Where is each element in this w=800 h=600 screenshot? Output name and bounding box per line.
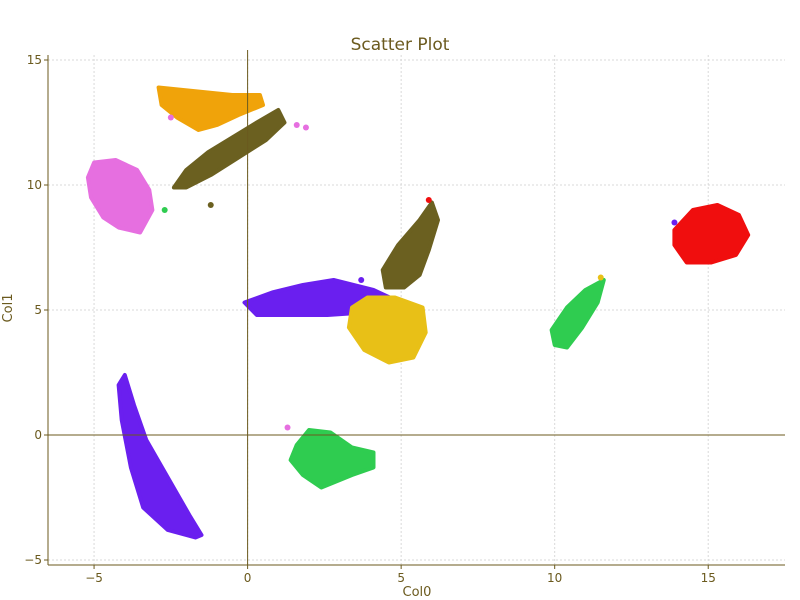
- chart-title: Scatter Plot: [351, 35, 450, 55]
- scatter-point-10: [671, 219, 678, 226]
- x-tick-label: 5: [397, 571, 405, 585]
- scatter-cluster-9: [288, 428, 376, 490]
- scatter-point-4: [207, 202, 214, 208]
- y-tick-label: 15: [27, 53, 42, 67]
- y-tick-label: 0: [34, 428, 42, 442]
- scatter-cluster-8: [672, 203, 751, 265]
- scatter-cluster-10: [116, 373, 204, 540]
- y-tick-label: 5: [34, 303, 42, 317]
- axes: −5 0 5 10 15 −5 0 5 10 15: [24, 50, 785, 585]
- scatter-point-8: [284, 424, 291, 431]
- y-tick-label: 10: [27, 178, 42, 192]
- scatter-cluster-7: [549, 278, 606, 350]
- scatter-point-1: [293, 122, 300, 128]
- scatter-point-5: [161, 207, 168, 213]
- scatter-cluster-5: [380, 200, 440, 290]
- y-tick-label: −5: [24, 553, 42, 567]
- x-tick-label: 0: [244, 571, 252, 585]
- scatter-point-2: [302, 124, 309, 131]
- x-axis-label: Col0: [403, 585, 432, 600]
- data-layer: [85, 85, 751, 540]
- scatter-point-7: [425, 197, 432, 203]
- x-tick-label: −5: [85, 571, 103, 585]
- y-axis-label: Col1: [1, 294, 16, 323]
- scatter-point-9: [597, 274, 604, 281]
- scatter-point-6: [358, 277, 365, 283]
- scatter-point-3: [167, 114, 174, 121]
- scatter-cluster-6: [346, 295, 428, 365]
- scatter-cluster-3: [85, 158, 155, 235]
- scatter-cluster-2: [171, 108, 287, 190]
- x-tick-label: 15: [701, 571, 716, 585]
- scatter-cluster-1: [156, 85, 265, 132]
- x-tick-label: 10: [547, 571, 562, 585]
